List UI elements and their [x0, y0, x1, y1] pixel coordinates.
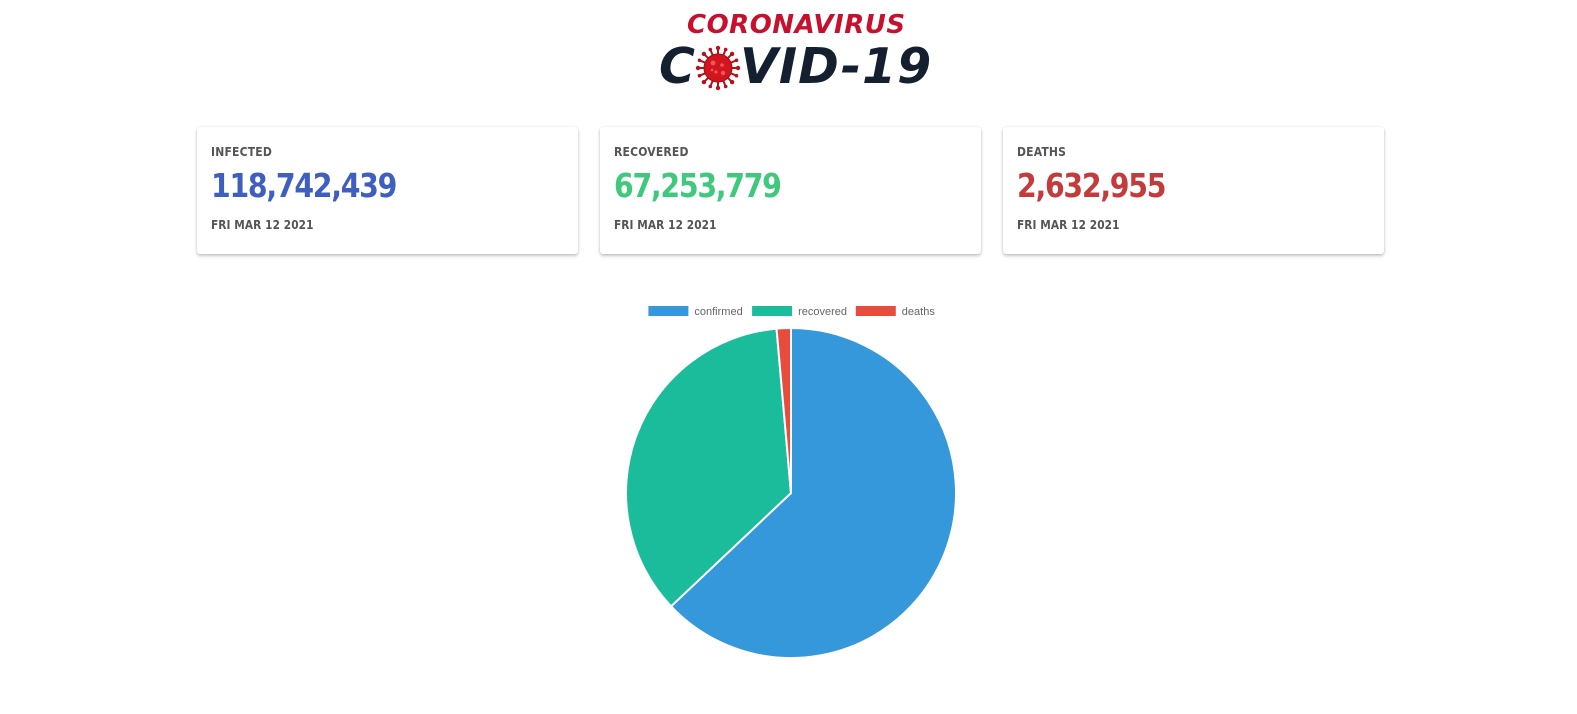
- pie-chart: confirmed recovered deaths: [0, 290, 1577, 710]
- pie-slice-deaths[interactable]: [775, 327, 792, 494]
- deaths-card: DEATHS 2,632,955 FRI MAR 12 2021: [1003, 127, 1384, 254]
- recovered-value: 67,253,779: [614, 166, 782, 205]
- deaths-label: DEATHS: [1017, 145, 1067, 159]
- covid-logo: CORONAVIRUS C: [655, 8, 931, 100]
- recovered-label: RECOVERED: [614, 145, 689, 159]
- legend-label-recovered[interactable]: recovered: [798, 306, 847, 318]
- logo-prefix: C: [659, 38, 696, 95]
- legend-swatch-deaths[interactable]: [855, 306, 896, 316]
- chart-legend: confirmed recovered deaths: [648, 306, 935, 318]
- legend-swatch-confirmed[interactable]: [648, 306, 689, 316]
- logo-suffix: VID-19: [739, 38, 933, 95]
- recovered-date: FRI MAR 12 2021: [614, 218, 717, 232]
- infected-value: 118,742,439: [211, 166, 397, 205]
- infected-date: FRI MAR 12 2021: [211, 218, 314, 232]
- virus-icon: [695, 45, 741, 91]
- deaths-value: 2,632,955: [1017, 166, 1166, 205]
- legend-label-confirmed[interactable]: confirmed: [694, 306, 742, 318]
- pie-chart-svg: confirmed recovered deaths: [625, 306, 957, 659]
- recovered-card: RECOVERED 67,253,779 FRI MAR 12 2021: [600, 127, 981, 254]
- deaths-date: FRI MAR 12 2021: [1017, 218, 1120, 232]
- pie-slices: [625, 327, 957, 659]
- legend-label-deaths[interactable]: deaths: [902, 306, 936, 318]
- logo-title-bottom: C: [659, 39, 932, 95]
- logo-title-top: CORONAVIRUS: [687, 10, 906, 40]
- pie-slice-recovered[interactable]: [625, 327, 792, 608]
- pie-slice-confirmed[interactable]: [670, 327, 957, 659]
- infected-card: INFECTED 118,742,439 FRI MAR 12 2021: [197, 127, 578, 254]
- legend-swatch-recovered[interactable]: [752, 306, 793, 316]
- infected-label: INFECTED: [211, 145, 273, 159]
